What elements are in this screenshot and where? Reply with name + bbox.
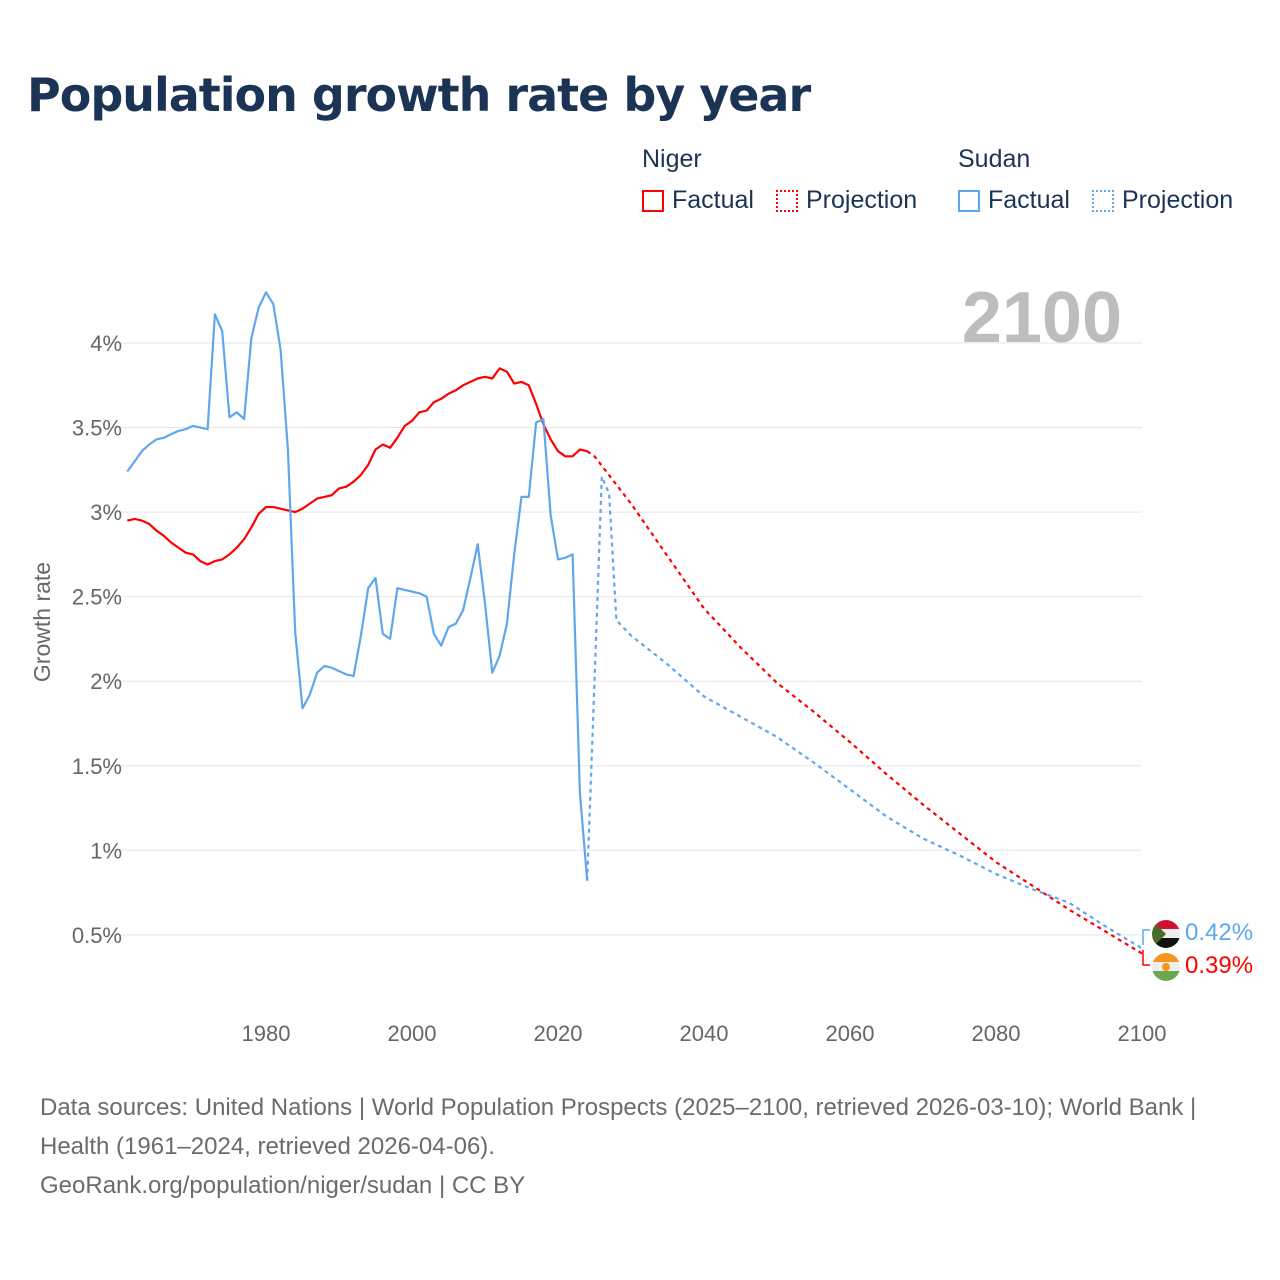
legend-swatch-dotted bbox=[776, 189, 798, 212]
legend-label: Factual bbox=[988, 186, 1070, 214]
legend-niger-projection[interactable]: Projection bbox=[776, 186, 917, 215]
legend-sudan-factual[interactable]: Factual bbox=[958, 186, 1070, 215]
x-tick-label: 2000 bbox=[388, 1021, 437, 1046]
legend-sudan-projection[interactable]: Projection bbox=[1092, 186, 1233, 215]
x-tick-label: 2100 bbox=[1118, 1021, 1167, 1046]
legend-group-sudan: Sudan bbox=[958, 145, 1031, 173]
niger-end-value: 0.39% bbox=[1185, 952, 1253, 979]
x-tick-label: 2060 bbox=[826, 1021, 875, 1046]
series-line-niger-projection bbox=[586, 450, 1143, 955]
y-tick-label: 1.5% bbox=[72, 754, 122, 779]
legend-swatch-solid bbox=[642, 189, 664, 212]
y-tick-label: 3% bbox=[90, 500, 122, 525]
year-indicator: 2100 bbox=[962, 278, 1122, 358]
y-axis-label: Growth rate bbox=[29, 562, 55, 682]
legend-swatch-solid bbox=[958, 189, 980, 212]
series-line-sudan-factual bbox=[126, 291, 589, 881]
footer: Data sources: United Nations | World Pop… bbox=[40, 1088, 1240, 1205]
x-tick-label: 2020 bbox=[534, 1021, 583, 1046]
niger-connector bbox=[1142, 950, 1150, 966]
data-sources: Data sources: United Nations | World Pop… bbox=[40, 1094, 1197, 1160]
y-tick-label: 1% bbox=[90, 838, 122, 863]
line-chart: 0.5% 1% 1.5% 2% 2.5% 3% 3.5% 4% 1980 2000 2020 2040… bbox=[29, 278, 1253, 1046]
sudan-flag-icon bbox=[1152, 920, 1180, 948]
x-tick-label: 1980 bbox=[242, 1021, 291, 1046]
x-tick-label: 2040 bbox=[680, 1021, 729, 1046]
legend-label: Projection bbox=[1122, 186, 1234, 214]
sudan-end-value: 0.42% bbox=[1185, 919, 1253, 946]
niger-flag-icon bbox=[1152, 953, 1180, 981]
y-tick-label: 0.5% bbox=[72, 923, 122, 948]
credit-link[interactable]: GeoRank.org/population/niger/sudan | CC … bbox=[40, 1172, 526, 1199]
x-tick-label: 2080 bbox=[972, 1021, 1021, 1046]
legend-niger-factual[interactable]: Factual bbox=[642, 186, 754, 215]
y-tick-label: 2% bbox=[90, 669, 122, 694]
legend-label: Factual bbox=[672, 186, 754, 214]
y-tick-label: 2.5% bbox=[72, 585, 122, 610]
legend-label: Projection bbox=[806, 186, 918, 214]
legend-swatch-dotted bbox=[1092, 189, 1114, 212]
series-line-niger-factual bbox=[127, 367, 588, 566]
series-line-sudan-projection bbox=[586, 475, 1143, 950]
legend-group-niger: Niger bbox=[642, 145, 702, 173]
end-labels: 0.42% 0.39% bbox=[1142, 919, 1253, 981]
y-tick-label: 4% bbox=[90, 331, 122, 356]
sudan-connector bbox=[1142, 929, 1150, 945]
chart-title: Population growth rate by year bbox=[27, 68, 811, 122]
y-tick-label: 3.5% bbox=[72, 416, 122, 441]
